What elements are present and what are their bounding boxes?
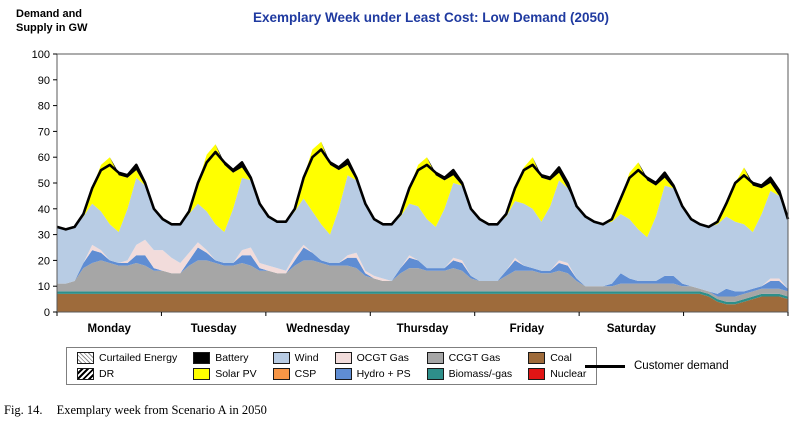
- legend-item-coal: Coal: [528, 352, 586, 364]
- day-label-thursday: Thursday: [397, 323, 449, 335]
- chart-title: Exemplary Week under Least Cost: Low Dem…: [252, 10, 610, 25]
- area-wind: [57, 175, 788, 294]
- legend-item-curtailed-energy: Curtailed Energy: [77, 352, 177, 364]
- y-tick-label: 100: [32, 49, 50, 61]
- y-tick-label: 0: [44, 307, 50, 319]
- coal-swatch-icon: [528, 352, 546, 364]
- solar-pv-swatch-icon: [193, 368, 211, 380]
- figure-caption-number: Fig. 14.: [4, 403, 43, 417]
- demand-legend-label: Customer demand: [634, 360, 729, 372]
- legend-label: Nuclear: [550, 368, 587, 380]
- legend-item-dr: DR: [77, 368, 177, 380]
- y-tick-label: 10: [38, 281, 50, 293]
- y-tick-label: 40: [38, 204, 50, 216]
- curtailed-energy-swatch-icon: [77, 352, 94, 364]
- y-tick-label: 70: [38, 126, 50, 138]
- legend-item-csp: CSP: [272, 368, 319, 380]
- day-label-wednesday: Wednesday: [286, 323, 350, 335]
- area-solar-pv: [57, 141, 788, 238]
- legend-label: CSP: [294, 368, 317, 380]
- legend-label: Curtailed Energy: [99, 352, 178, 364]
- legend-item-ocgt-gas: OCGT Gas: [334, 352, 411, 364]
- legend-label: Coal: [550, 352, 572, 364]
- day-label-tuesday: Tuesday: [191, 323, 237, 335]
- legend-item-wind: Wind: [272, 352, 319, 364]
- y-tick-label: 60: [38, 152, 50, 164]
- legend-item-battery: Battery: [193, 352, 256, 364]
- legend-label: CCGT Gas: [448, 352, 501, 364]
- y-tick-label: 20: [38, 255, 50, 267]
- legend-label: Wind: [294, 352, 319, 364]
- csp-swatch-icon: [272, 368, 290, 380]
- y-axis-title-line1: Demand and: [16, 8, 83, 20]
- y-axis-title: Demand and Supply in GW: [16, 8, 88, 36]
- y-axis-title-line2: Supply in GW: [16, 21, 88, 34]
- legend-label: Solar PV: [215, 368, 257, 380]
- day-label-monday: Monday: [87, 323, 131, 335]
- area-biomass-gas: [57, 291, 788, 305]
- area-coal: [57, 293, 788, 312]
- day-label-friday: Friday: [510, 323, 545, 335]
- legend-label: DR: [99, 368, 115, 380]
- wind-swatch-icon: [272, 352, 290, 364]
- legend-label: Battery: [215, 352, 249, 364]
- biomass-gas-swatch-icon: [426, 368, 444, 380]
- dr-swatch-icon: [77, 368, 94, 380]
- day-label-sunday: Sunday: [715, 323, 757, 335]
- legend-label: OCGT Gas: [356, 352, 409, 364]
- figure-caption-text: Exemplary week from Scenario A in 2050: [56, 403, 267, 417]
- legend-item-solar-pv: Solar PV: [193, 368, 257, 380]
- stacked-area-chart: 0 10 20 30 40 50 60 70 80 90 100 Monday Tuesday Wedne…: [32, 49, 790, 335]
- legend-item-hydro-ps: Hydro + PS: [334, 368, 411, 380]
- demand-line-icon: [585, 364, 625, 368]
- y-tick-label: 80: [38, 101, 50, 113]
- y-tick-label: 50: [38, 178, 50, 190]
- ocgt-gas-swatch-icon: [334, 352, 352, 364]
- legend-item-ccgt-gas: CCGT Gas: [426, 352, 513, 364]
- legend-item-biomass-gas: Biomass/-gas: [426, 368, 513, 380]
- legend-item-nuclear: Nuclear: [528, 368, 586, 380]
- day-label-saturday: Saturday: [607, 323, 657, 335]
- legend: Curtailed Energy Battery Wind OCGT Gas CCGT …: [66, 347, 598, 385]
- ccgt-gas-swatch-icon: [426, 352, 444, 364]
- y-tick-label: 30: [38, 230, 50, 242]
- hydro-ps-swatch-icon: [334, 368, 352, 380]
- legend-label: Biomass/-gas: [448, 368, 513, 380]
- area-ccgt-gas: [57, 260, 788, 302]
- nuclear-swatch-icon: [528, 368, 546, 380]
- figure-caption: Fig. 14. Exemplary week from Scenario A i…: [4, 403, 267, 418]
- legend-label: Hydro + PS: [356, 368, 411, 380]
- battery-swatch-icon: [193, 352, 211, 364]
- area-hydro-ps: [57, 247, 788, 297]
- y-tick-label: 90: [38, 75, 50, 87]
- demand-legend: Customer demand: [585, 360, 729, 372]
- customer-demand-line: [56, 148, 790, 231]
